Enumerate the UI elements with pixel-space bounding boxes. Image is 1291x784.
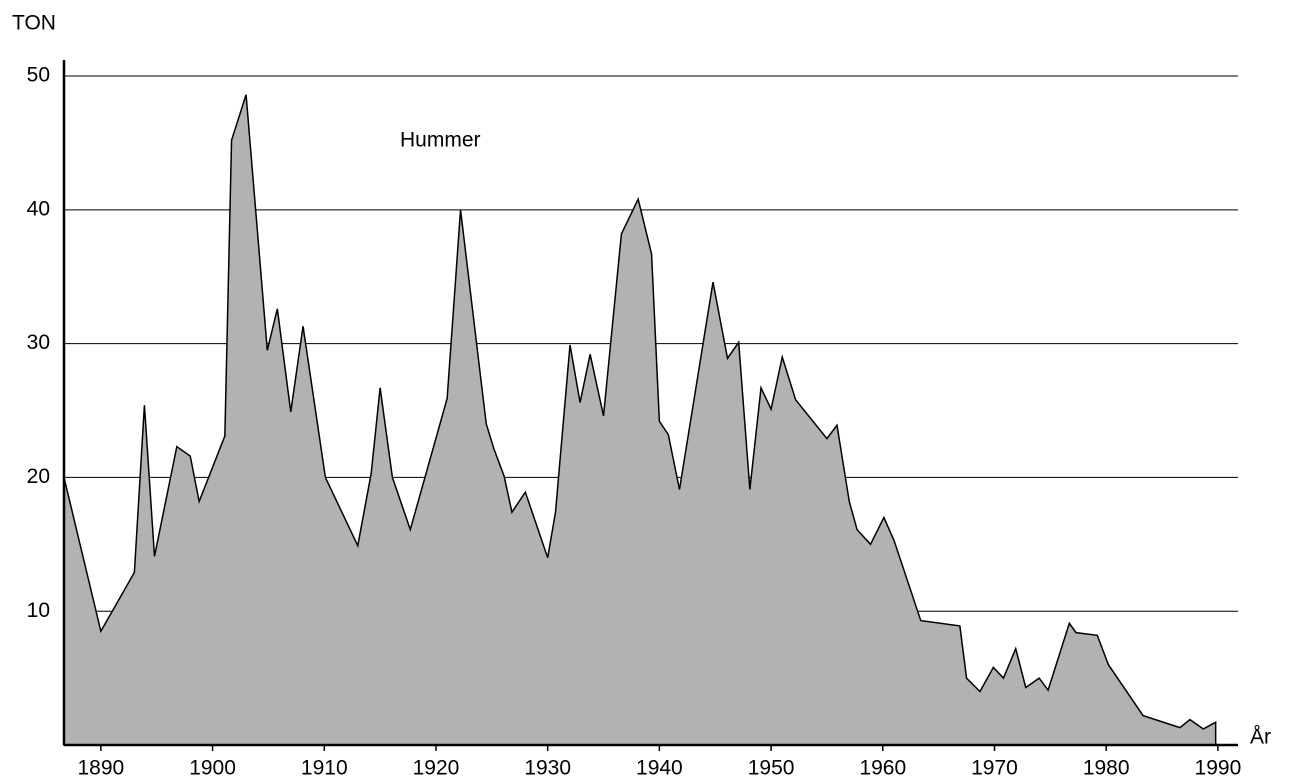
y-tick-label: 30 (27, 331, 50, 354)
x-tick-label: 1990 (1195, 757, 1242, 780)
y-axis-label: TON (12, 12, 56, 35)
x-tick-label: 1930 (524, 757, 571, 780)
x-tick-label: 1960 (859, 757, 906, 780)
x-tick-label: 1970 (971, 757, 1018, 780)
x-axis-label: År (1250, 726, 1271, 749)
y-tick-label: 20 (27, 465, 50, 488)
x-tick-label: 1950 (748, 757, 795, 780)
x-tick-label: 1980 (1083, 757, 1130, 780)
x-tick-label: 1900 (189, 757, 236, 780)
annotation: Hummer (400, 129, 481, 152)
area (63, 94, 1217, 746)
y-tick-label: 50 (27, 64, 50, 87)
x-tick-label: 1890 (78, 757, 125, 780)
x-tick-label: 1910 (301, 757, 348, 780)
x-tick-label: 1920 (413, 757, 460, 780)
x-tick-label: 1940 (636, 757, 683, 780)
y-tick-label: 10 (27, 599, 50, 622)
y-tick-label: 40 (27, 197, 50, 220)
